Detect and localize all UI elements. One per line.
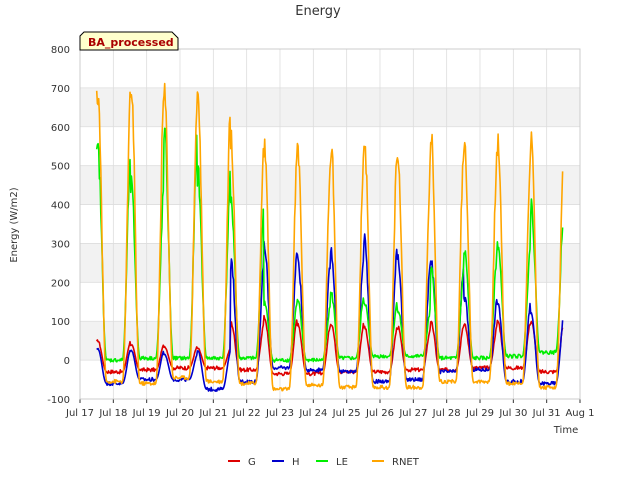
y-tick-label: 500: [51, 162, 70, 173]
x-tick-label: Jul 23: [265, 408, 294, 419]
y-tick-label: -100: [47, 395, 70, 406]
y-tick-label: 200: [51, 278, 70, 289]
x-axis-label: Time: [553, 425, 578, 436]
x-tick-label: Jul 18: [98, 408, 127, 419]
y-tick-label: 800: [51, 45, 70, 56]
badge-label: BA_processed: [88, 36, 174, 49]
series-line-le: [95, 127, 564, 363]
x-tick-label: Jul 24: [298, 408, 327, 419]
x-tick-label: Jul 30: [498, 408, 527, 419]
x-tick-label: Jul 22: [232, 408, 261, 419]
x-tick-label: Jul 20: [165, 408, 194, 419]
legend: G H LE RNET: [228, 457, 420, 468]
axes: -100 0 100 200 300 400 500 600 700 800 Jul 17 Jul 1…: [47, 45, 594, 419]
x-tick-label: Jul 31: [532, 408, 561, 419]
legend-label-rnet: RNET: [392, 457, 420, 468]
legend-label-h: H: [292, 457, 300, 468]
x-tick-label: Jul 27: [398, 408, 427, 419]
series-line-rnet: [95, 82, 564, 392]
y-tick-label: 700: [51, 84, 70, 95]
y-tick-label: 300: [51, 239, 70, 250]
legend-label-le: LE: [336, 457, 348, 468]
x-tick-label: Jul 19: [132, 408, 161, 419]
y-tick-label: 100: [51, 317, 70, 328]
x-tick-label: Jul 21: [198, 408, 227, 419]
y-tick-label: 0: [64, 356, 70, 367]
y-tick-label: 600: [51, 123, 70, 134]
y-axis-label: Energy (W/m2): [9, 187, 20, 262]
x-tick-label: Jul 26: [365, 408, 394, 419]
badge-box: [79, 31, 179, 51]
x-tick-label: Jul 25: [332, 408, 361, 419]
plot-series: [95, 82, 564, 392]
chart-title: Energy: [295, 4, 341, 19]
band: [80, 87, 580, 127]
y-tick-label: 400: [51, 201, 70, 212]
x-tick-label: Jul 29: [465, 408, 494, 419]
legend-label-g: G: [248, 457, 256, 468]
badge: BA_processed: [79, 31, 179, 51]
plot-frame: [79, 48, 581, 400]
series-line-g: [95, 314, 564, 377]
x-tick-label: Jul 17: [65, 408, 94, 419]
x-tick-label: Jul 28: [432, 408, 461, 419]
x-tick-label: Aug 1: [565, 408, 594, 419]
